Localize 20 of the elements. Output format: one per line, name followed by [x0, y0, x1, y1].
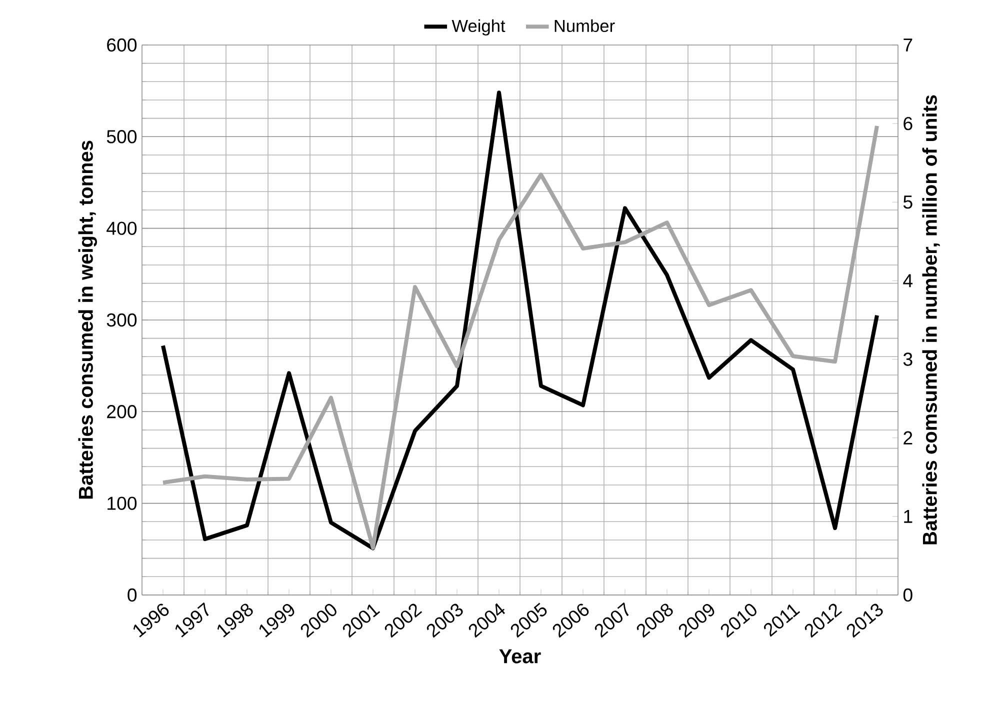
y2-tick-label: 5	[903, 196, 912, 209]
y-tick-label: 400	[106, 222, 137, 235]
y2-axis-title: Batteries comsumed in number, million of units	[922, 95, 940, 544]
legend-label: Number	[554, 19, 615, 32]
legend-label: Weight	[452, 19, 506, 36]
y2-tick-label: 0	[903, 588, 912, 602]
y-tick-label: 500	[106, 130, 137, 144]
y-tick-label: 300	[106, 313, 137, 327]
y-tick-label: 100	[108, 496, 137, 510]
y-tick-label: 0	[128, 588, 137, 602]
y-axis-title: Batteries consumed in weight, tonnes	[78, 140, 97, 499]
y2-tick-label: 3	[903, 352, 912, 366]
x-axis-title: Year	[499, 649, 541, 664]
y2-tick-label: 4	[903, 274, 913, 288]
y2-tick-label: 7	[904, 38, 912, 52]
y2-tick-label: 6	[904, 116, 912, 130]
y2-tick-label: 2	[904, 431, 912, 444]
y-tick-label: 600	[107, 38, 137, 52]
y2-tick-label: 1	[904, 510, 912, 523]
y-tick-label: 200	[107, 405, 137, 418]
